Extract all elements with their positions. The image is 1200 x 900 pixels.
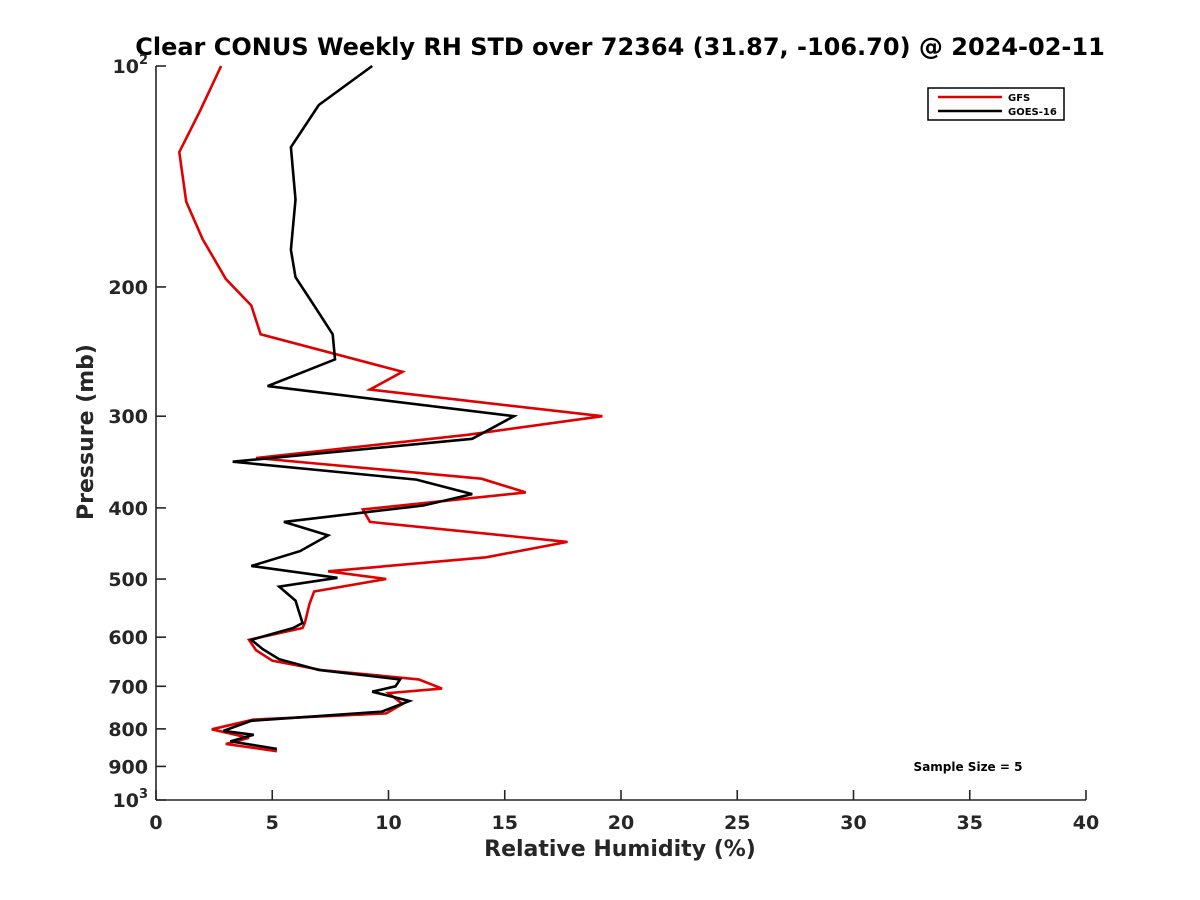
y-axis-label: Pressure (mb) [74,344,99,520]
x-tick-label: 15 [492,812,518,834]
x-tick-label: 30 [840,812,866,834]
legend-box [927,87,1065,121]
x-tick-label: 25 [724,812,750,834]
y-tick-label: 200 [108,277,148,299]
x-axis-ticks: 0 5 10 15 20 25 30 35 40 [149,790,1099,834]
y-axis-ticks: 102 200 300 400 500 600 700 800 900 103 [108,53,166,812]
legend-entry: GFS [1008,93,1030,104]
y-tick-label: 700 [108,676,148,698]
y-tick-label: 400 [108,498,148,520]
y-tick-label: 900 [108,756,148,778]
sample-size-annotation: Sample Size = 5 [914,760,1023,774]
x-tick-label: 40 [1073,812,1099,834]
legend: GFS GOES-16 [927,87,1065,121]
x-tick-label: 0 [149,812,162,834]
y-tick-label: 103 [113,787,149,812]
legend-entry: GOES-16 [1008,107,1057,118]
axes [155,66,1086,801]
series-line-goes-16 [222,64,519,751]
y-tick-label: 300 [108,406,148,428]
y-tick-label: 500 [108,569,148,591]
y-tick-label: 102 [113,53,149,78]
y-tick-label: 800 [108,719,148,741]
chart-title: Clear CONUS Weekly RH STD over 72364 (31… [135,33,1105,61]
plot-lines [177,64,603,753]
x-tick-label: 20 [608,812,634,834]
x-axis-label: Relative Humidity (%) [484,837,756,862]
x-tick-label: 35 [957,812,983,834]
x-tick-label: 10 [375,812,401,834]
series-line-gfs [177,65,603,753]
y-tick-label: 600 [108,627,148,649]
x-tick-label: 5 [266,812,279,834]
